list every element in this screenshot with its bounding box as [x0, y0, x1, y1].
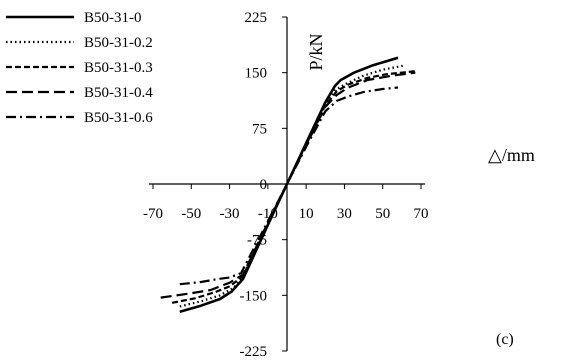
x-tick-label: -50 [181, 206, 201, 222]
legend-label-2: B50-31-0.2 [84, 35, 153, 51]
y-tick-label: -150 [240, 288, 268, 304]
series-line-5 [179, 86, 399, 286]
y-tick-label: -75 [247, 233, 267, 249]
panel-label: (c) [496, 331, 514, 348]
series-line-1 [179, 56, 399, 313]
series-line-4 [160, 71, 416, 299]
y-axis-title: P/kN [306, 33, 326, 70]
series-layer [160, 56, 416, 313]
series-line-3 [171, 70, 416, 304]
legend-label-5: B50-31-0.6 [84, 110, 153, 126]
tick-labels: -70 -50 -30 -10 10 30 50 70 -225 -150 -75 0 75 150 225 [143, 10, 429, 360]
x-tick-label: -10 [258, 206, 278, 222]
y-tick-label: 150 [245, 66, 268, 82]
legend: B50-31-0 B50-31-0.2 B50-31-0.3 B50-31-0.4 B5… [6, 10, 153, 126]
legend-label-3: B50-31-0.3 [84, 60, 153, 76]
x-tick-label: 70 [414, 206, 429, 222]
y-tick-label: 225 [245, 10, 268, 26]
x-tick-label: -70 [143, 206, 163, 222]
series-line-2 [179, 64, 406, 308]
y-tick-label: 0 [260, 177, 268, 193]
legend-label-4: B50-31-0.4 [84, 85, 153, 101]
legend-label-1: B50-31-0 [84, 10, 142, 26]
x-axis-title: △/mm [488, 145, 535, 165]
x-tick-label: -30 [220, 206, 240, 222]
y-tick-label: -225 [240, 344, 268, 360]
y-tick-label: 75 [252, 121, 267, 137]
x-tick-label: 10 [299, 206, 314, 222]
x-tick-label: 30 [337, 206, 352, 222]
x-tick-label: 50 [375, 206, 390, 222]
